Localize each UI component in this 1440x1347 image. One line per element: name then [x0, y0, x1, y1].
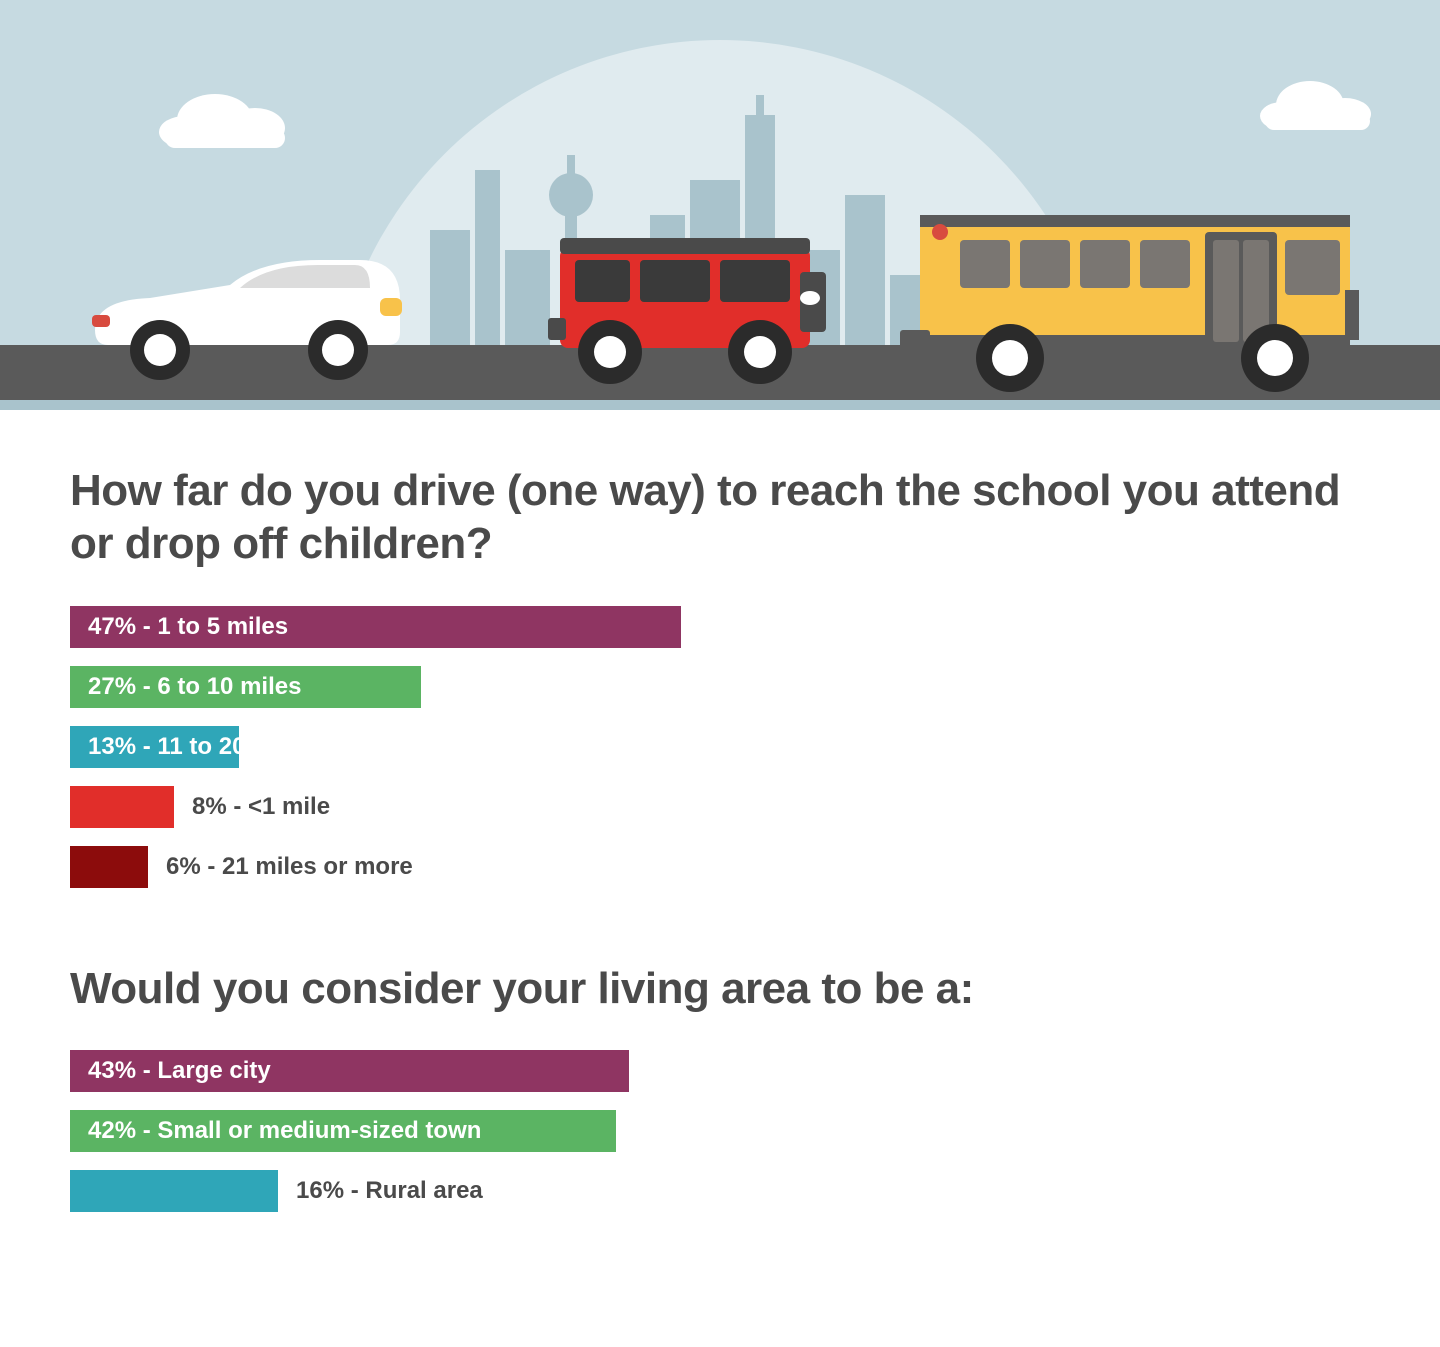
bar: 47% - 1 to 5 miles: [70, 606, 681, 648]
wheel: [1241, 324, 1309, 392]
bar-row: 47% - 1 to 5 miles: [70, 606, 1370, 648]
hero-illustration: [0, 0, 1440, 410]
bar-label: 8% - <1 mile: [192, 793, 330, 821]
bar: [70, 1170, 278, 1212]
wheel: [130, 320, 190, 380]
page: How far do you drive (one way) to reach …: [0, 0, 1440, 1347]
bar: 43% - Large city: [70, 1050, 629, 1092]
bar: 27% - 6 to 10 miles: [70, 666, 421, 708]
bar-label: 16% - Rural area: [296, 1177, 483, 1205]
bar-row: 27% - 6 to 10 miles: [70, 666, 1370, 708]
wheel: [578, 320, 642, 384]
question-1-title: How far do you drive (one way) to reach …: [70, 465, 1370, 571]
chart-1: 47% - 1 to 5 miles 27% - 6 to 10 miles 13%…: [70, 606, 1370, 888]
bar-row: 16% - Rural area: [70, 1170, 1370, 1212]
bar: [70, 846, 148, 888]
bar: [70, 786, 174, 828]
bar: 13% - 11 to 20 miles: [70, 726, 239, 768]
content: How far do you drive (one way) to reach …: [0, 410, 1440, 1212]
wheel: [976, 324, 1044, 392]
chart-2: 43% - Large city 42% - Small or medium-si…: [70, 1050, 1370, 1212]
question-1: How far do you drive (one way) to reach …: [70, 465, 1370, 888]
question-2-title: Would you consider your living area to b…: [70, 963, 1370, 1016]
bar-row: 13% - 11 to 20 miles: [70, 726, 1370, 768]
hero-svg: [0, 0, 1440, 410]
question-2: Would you consider your living area to b…: [70, 963, 1370, 1213]
bar-row: 6% - 21 miles or more: [70, 846, 1370, 888]
bar-row: 8% - <1 mile: [70, 786, 1370, 828]
bar-label: 6% - 21 miles or more: [166, 853, 413, 881]
bar: 42% - Small or medium-sized town: [70, 1110, 616, 1152]
bar-row: 43% - Large city: [70, 1050, 1370, 1092]
bar-row: 42% - Small or medium-sized town: [70, 1110, 1370, 1152]
wheel: [308, 320, 368, 380]
road-stripe: [0, 400, 1440, 410]
wheel: [728, 320, 792, 384]
